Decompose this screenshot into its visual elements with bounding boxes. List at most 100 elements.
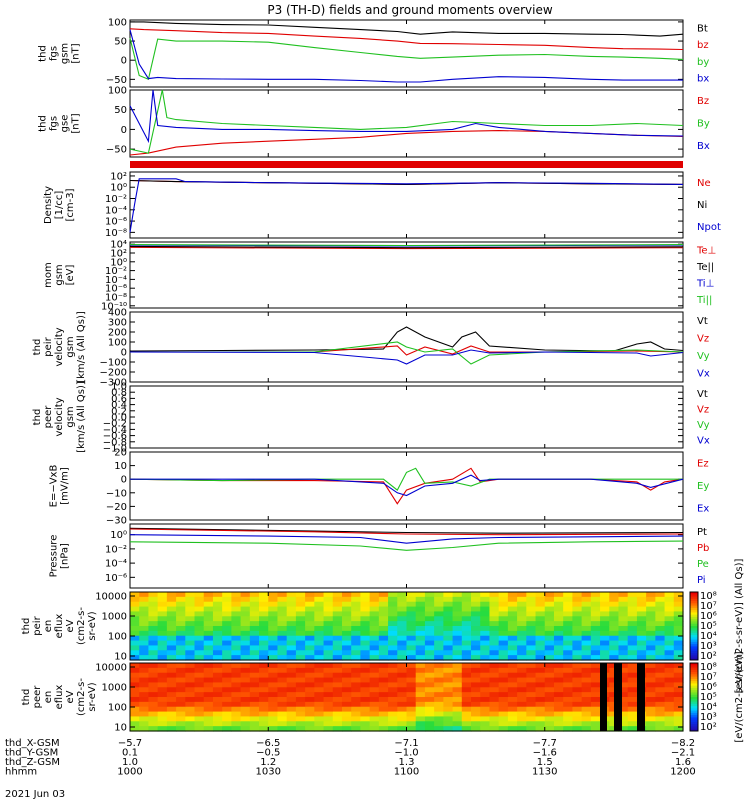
heatmap-cell	[323, 655, 334, 661]
heatmap-cell	[176, 692, 186, 698]
heatmap-cell	[157, 706, 168, 713]
heatmap-cell	[249, 606, 260, 613]
heatmap-cell	[259, 701, 269, 708]
heatmap-cell	[185, 716, 196, 722]
heatmap-cell	[397, 592, 408, 598]
heatmap-cell	[351, 621, 362, 627]
heatmap-cell	[286, 640, 297, 647]
heatmap-cell	[203, 701, 214, 708]
heatmap-cell	[590, 592, 601, 598]
heatmap-cell	[222, 611, 232, 617]
heatmap-cell	[157, 601, 168, 608]
heatmap-cell	[489, 711, 500, 718]
heatmap-cell	[618, 706, 629, 713]
heatmap-cell	[471, 663, 481, 669]
y-tick-label: 300	[108, 318, 127, 329]
heatmap-cell	[397, 701, 408, 708]
heatmap-cell	[673, 630, 684, 637]
heatmap-cell	[471, 635, 481, 642]
data-gap	[600, 663, 607, 731]
heatmap-cell	[415, 606, 426, 613]
heatmap-cell	[176, 655, 186, 661]
heatmap-cell	[600, 645, 610, 651]
colorbar-segment	[690, 712, 698, 716]
heatmap-cell	[259, 667, 269, 674]
heatmap-cell	[498, 645, 509, 651]
heatmap-cell	[618, 611, 629, 617]
y-axis-label: (cm2-s-	[76, 678, 87, 716]
heatmap-cell	[222, 640, 232, 647]
heatmap-cell	[277, 687, 288, 693]
legend-Vz: Vz	[697, 404, 709, 415]
heatmap-cell	[341, 606, 352, 613]
heatmap-cell	[378, 672, 389, 679]
heatmap-cell	[212, 596, 223, 603]
heatmap-cell	[664, 611, 675, 617]
heatmap-cell	[157, 697, 168, 703]
heatmap-cell	[424, 721, 435, 727]
heatmap-cell	[452, 677, 463, 684]
heatmap-cell	[314, 640, 325, 647]
legend-by: by	[697, 57, 709, 68]
heatmap-cell	[415, 716, 426, 722]
heatmap-cell	[498, 621, 509, 627]
heatmap-cell	[673, 721, 684, 727]
heatmap-cell	[259, 601, 269, 608]
heatmap-cell	[148, 697, 159, 703]
y-tick-label: 10⁻²	[105, 266, 127, 277]
heatmap-cell	[185, 672, 196, 679]
heatmap-cell	[526, 616, 537, 622]
heatmap-cell	[544, 672, 555, 679]
heatmap-cell	[664, 621, 675, 627]
heatmap-cell	[415, 667, 426, 674]
heatmap-cell	[461, 630, 472, 637]
heatmap-cell	[378, 692, 389, 698]
heatmap-cell	[130, 701, 140, 708]
heatmap-cell	[378, 677, 389, 684]
heatmap-cell	[130, 650, 140, 656]
heatmap-cell	[194, 655, 205, 661]
heatmap-cell	[590, 726, 601, 732]
heatmap-cell	[351, 650, 362, 656]
x-tick-label: 1100	[394, 767, 419, 778]
heatmap-cell	[148, 663, 159, 669]
heatmap-cell	[443, 663, 454, 669]
heatmap-cell	[249, 640, 260, 647]
heatmap-cell	[609, 630, 620, 637]
heatmap-cell	[139, 682, 150, 688]
heatmap-cell	[544, 601, 555, 608]
heatmap-cell	[424, 650, 435, 656]
colorbar-segment	[690, 674, 698, 678]
heatmap-cell	[286, 616, 297, 622]
heatmap-cell	[489, 682, 500, 688]
heatmap-cell	[157, 663, 168, 669]
heatmap-cell	[415, 672, 426, 679]
colorbar-tick: 10⁶	[700, 682, 717, 693]
x-row-label: thd_Y-GSM	[5, 748, 58, 759]
heatmap-cell	[627, 716, 638, 722]
heatmap-cell	[240, 592, 251, 598]
heatmap-cell	[176, 596, 186, 603]
heatmap-cell	[240, 706, 251, 713]
heatmap-cell	[148, 606, 159, 613]
heatmap-cell	[378, 626, 389, 632]
heatmap-cell	[212, 635, 223, 642]
heatmap-cell	[222, 716, 232, 722]
heatmap-cell	[305, 677, 315, 684]
legend-Ti⊥: Ti⊥	[696, 278, 714, 289]
heatmap-cell	[406, 711, 417, 718]
heatmap-cell	[627, 682, 638, 688]
heatmap-cell	[166, 682, 177, 688]
heatmap-cell	[434, 650, 444, 656]
heatmap-cell	[618, 663, 629, 669]
heatmap-cell	[452, 611, 463, 617]
heatmap-cell	[507, 596, 518, 603]
heatmap-cell	[369, 667, 380, 674]
y-tick-label: 10⁻⁶	[105, 217, 127, 228]
heatmap-cell	[249, 621, 260, 627]
heatmap-cell	[212, 592, 223, 598]
heatmap-cell	[332, 672, 343, 679]
heatmap-cell	[636, 596, 647, 603]
heatmap-cell	[664, 650, 675, 656]
heatmap-cell	[526, 687, 537, 693]
